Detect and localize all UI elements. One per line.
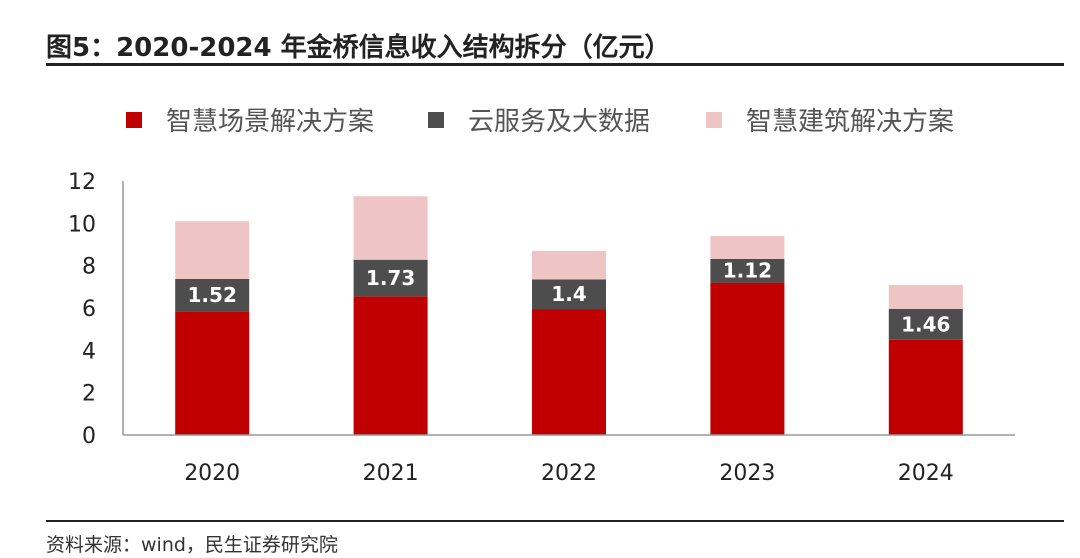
legend-swatch [428, 112, 444, 128]
bar-segment [175, 311, 250, 435]
data-label: 1.46 [901, 312, 950, 336]
x-tick-label: 2021 [363, 461, 419, 486]
data-label: 1.12 [723, 259, 772, 283]
x-tick-label: 2022 [541, 461, 597, 486]
chart-title: 图5：2020-2024 年金桥信息收入结构拆分（亿元） [46, 33, 671, 63]
x-axis: 2020 2021 2022 2023 2024 [123, 434, 1015, 486]
legend-label: 智慧建筑解决方案 [746, 107, 954, 137]
y-tick-label: 0 [82, 424, 96, 449]
title-rule [46, 63, 1064, 66]
bar-segment [888, 308, 963, 340]
bar-segment [710, 236, 785, 259]
bar-segment [710, 282, 785, 435]
source-note: 资料来源：wind，民生证券研究院 [46, 534, 338, 556]
source-rule [46, 520, 1064, 522]
data-label: 1.73 [366, 266, 415, 290]
y-tick-label: 6 [82, 297, 96, 322]
y-tick-label: 2 [82, 382, 96, 407]
x-tick-label: 2023 [719, 461, 775, 486]
bar-segment [532, 250, 606, 280]
data-label: 1.4 [551, 282, 586, 306]
bar-segment [175, 279, 250, 312]
y-axis: 0 2 4 6 8 10 12 [68, 170, 124, 449]
data-label: 1.52 [188, 283, 237, 307]
y-tick-label: 12 [68, 170, 96, 195]
legend-label: 云服务及大数据 [468, 107, 650, 137]
bars: 1.52 1.73 1.4 1.12 1.46 [175, 196, 963, 435]
x-tick-label: 2024 [898, 461, 954, 486]
y-tick-label: 4 [82, 339, 96, 364]
y-tick-label: 8 [82, 255, 96, 280]
x-tick-label: 2020 [184, 461, 240, 486]
bar-segment [353, 296, 428, 435]
bar-segment [532, 279, 606, 310]
legend-swatch [126, 112, 142, 128]
legend-label: 智慧场景解决方案 [166, 107, 374, 137]
bar-segment [353, 196, 428, 260]
bar-segment [532, 309, 606, 435]
bar-segment [353, 259, 428, 297]
bar-segment [888, 284, 963, 309]
legend-swatch [706, 112, 722, 128]
bar-segment [175, 221, 250, 280]
legend: 智慧场景解决方案 云服务及大数据 智慧建筑解决方案 [126, 107, 954, 137]
bar-segment [710, 258, 785, 283]
bar-segment [888, 339, 963, 435]
y-tick-label: 10 [68, 212, 96, 237]
